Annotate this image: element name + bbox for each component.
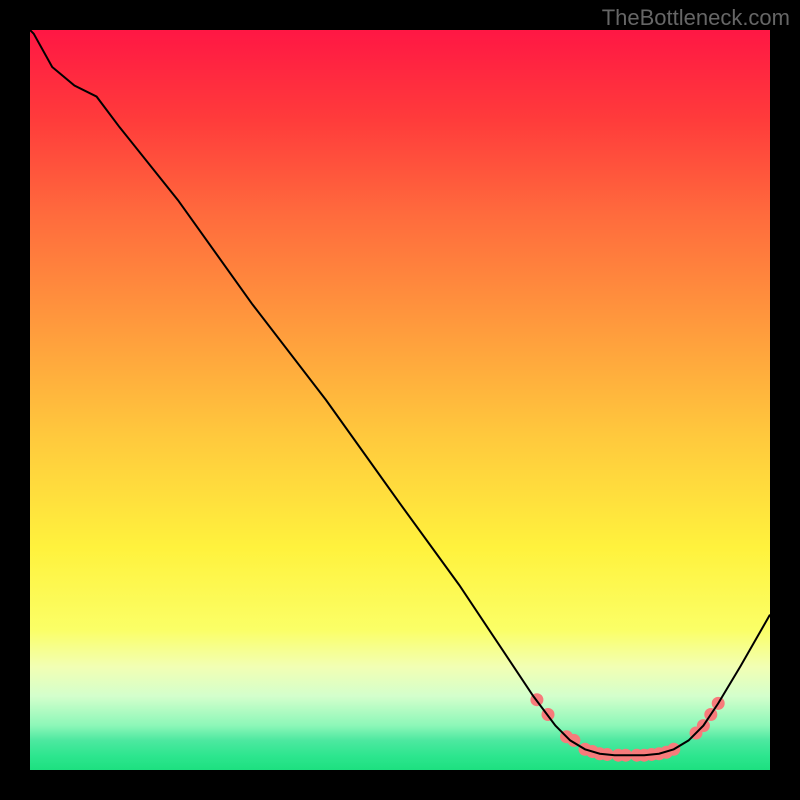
chart-container: TheBottleneck.com: [0, 0, 800, 800]
gradient-background: [30, 30, 770, 770]
chart-svg: [30, 30, 770, 770]
plot-area: [30, 30, 770, 770]
watermark-text: TheBottleneck.com: [602, 5, 790, 31]
